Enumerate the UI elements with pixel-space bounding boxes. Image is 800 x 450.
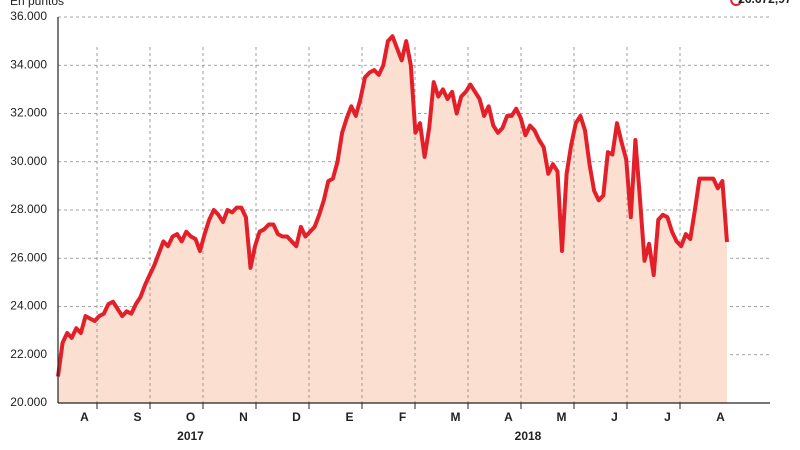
x-tick-label: E	[345, 410, 353, 424]
year-label: 2017	[177, 429, 204, 443]
x-tick-label: J	[664, 410, 671, 424]
data-label: 26.672,97	[738, 0, 792, 6]
y-tick-label: 26.000	[10, 250, 47, 264]
y-tick-label: 32.000	[10, 106, 47, 120]
area	[58, 36, 727, 404]
y-tick-label: 34.000	[10, 57, 47, 71]
y-axis-label: En puntos	[10, 0, 64, 8]
year-label: 2018	[515, 429, 542, 443]
end-marker	[730, 0, 743, 6]
line	[56, 34, 729, 377]
x-tick-label: A	[716, 410, 725, 424]
y-tick-label: 20.000	[10, 395, 47, 409]
y-tick-label: 24.000	[10, 299, 47, 313]
x-tick-label: M	[451, 410, 461, 424]
y-tick-label: 30.000	[10, 154, 47, 168]
y-tick-label: 36.000	[10, 9, 47, 23]
x-tick-label: S	[133, 410, 141, 424]
y-tick-label: 28.000	[10, 202, 47, 216]
x-tick-label: D	[292, 410, 301, 424]
x-tick-label: A	[504, 410, 513, 424]
x-tick-label: J	[611, 410, 618, 424]
x-tick-label: N	[239, 410, 248, 424]
x-tick-label: O	[186, 410, 195, 424]
y-tick-label: 22.000	[10, 347, 47, 361]
x-tick-label: A	[80, 410, 89, 424]
x-tick-label: F	[399, 410, 406, 424]
x-tick-label: M	[557, 410, 567, 424]
